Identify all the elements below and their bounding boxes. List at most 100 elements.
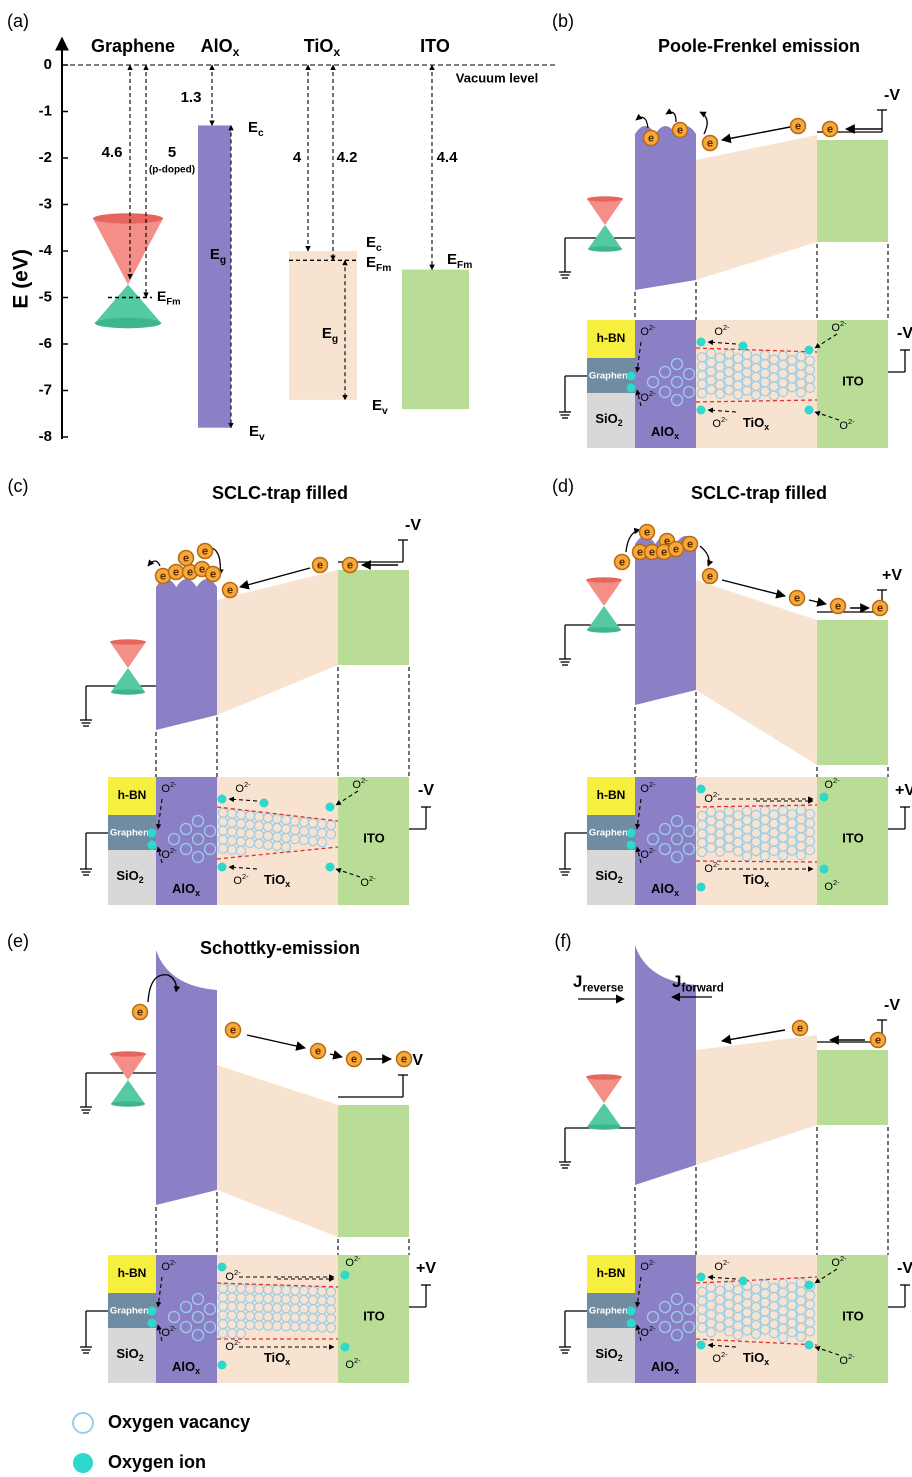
y-tick-label: 0: [44, 56, 52, 73]
material-name: TiOx: [304, 36, 341, 59]
oxygen-ion: [218, 795, 227, 804]
level-label: Ec: [248, 119, 264, 139]
layer-label: ITO: [842, 830, 863, 845]
electron-label: e: [795, 120, 801, 132]
y-tick-label: -3: [39, 195, 52, 212]
cone-bottom: [111, 1101, 145, 1106]
oxygen-ion: [697, 406, 706, 415]
y-tick-label: -8: [39, 428, 52, 445]
ito-band: [402, 270, 469, 410]
subscript: 2: [618, 1353, 623, 1363]
material-name: Graphene: [91, 36, 175, 56]
layer-label: h-BN: [118, 1266, 147, 1280]
electron-label: e: [183, 552, 189, 564]
electron-label: e: [199, 563, 205, 575]
electron-label: e: [210, 568, 216, 580]
panel-label: (d): [552, 476, 574, 496]
oxygen-ion: [697, 883, 706, 892]
subscript: v: [259, 431, 265, 442]
oxygen-ion: [326, 863, 335, 872]
electron-label: e: [707, 137, 713, 149]
oxygen-ion: [697, 1341, 706, 1350]
superscript: 2-: [833, 776, 840, 785]
ito-band: [817, 620, 888, 765]
superscript: 2-: [354, 1254, 361, 1263]
legend-label: Oxygen vacancy: [108, 1412, 250, 1432]
panel-label: (a): [7, 11, 29, 31]
emission-arrow: [666, 112, 676, 122]
note: (p-doped): [149, 165, 195, 176]
oxygen-ion: [148, 841, 157, 850]
superscript: 2-: [170, 846, 177, 855]
subscript: 2: [139, 1353, 144, 1363]
alox-band: [635, 945, 696, 1185]
panel-label: (b): [552, 11, 574, 31]
oxygen-ion: [218, 863, 227, 872]
oxygen-ion: [218, 1361, 227, 1370]
superscript: 2-: [369, 874, 376, 883]
electron-arrow: [247, 1035, 305, 1048]
value-label: 4.6: [102, 144, 123, 161]
panel-title: SCLC-trap filled: [691, 483, 827, 503]
text-main: E: [322, 325, 332, 342]
electron-label: e: [649, 546, 655, 558]
oxygen-ion: [627, 372, 636, 381]
oxygen-ion: [805, 1281, 814, 1290]
cone-upper: [110, 642, 146, 668]
subscript: x: [285, 879, 290, 889]
material-name: AlOx: [201, 36, 240, 59]
oxygen-ion: [148, 1307, 157, 1316]
ito-band: [338, 1105, 409, 1237]
cone-bottom: [588, 246, 622, 251]
electron-label: e: [677, 124, 683, 136]
subscript: c: [258, 127, 264, 138]
superscript: 2-: [234, 1268, 241, 1277]
text-main: J: [672, 972, 681, 991]
panel-label: (f): [555, 931, 572, 951]
subscript: v: [382, 405, 388, 416]
electron-label: e: [637, 546, 643, 558]
layer-label: ITO: [363, 1308, 384, 1323]
subscript: g: [220, 254, 226, 265]
tiox-band: [696, 1035, 817, 1165]
oxygen-ion: [820, 793, 829, 802]
level-label: Ec: [366, 234, 382, 254]
emission-arrow: [700, 112, 707, 134]
subscript: x: [764, 1357, 769, 1367]
superscript: 2-: [244, 780, 251, 789]
value-label: 4: [293, 149, 302, 166]
layer-label: h-BN: [118, 788, 147, 802]
subscript: Fm: [376, 262, 391, 273]
bias-label: -V: [897, 1260, 912, 1277]
superscript: 2-: [649, 389, 656, 398]
layer-label: h-BN: [597, 331, 626, 345]
panel-title: SCLC-trap filled: [212, 483, 348, 503]
page-body: { "energy_diagram": { "label": "(a)", "y…: [0, 0, 912, 1477]
oxygen-ion: [805, 1341, 814, 1350]
oxygen-ion: [148, 1319, 157, 1328]
text-main: E: [372, 397, 382, 414]
text-main: SiO: [116, 1346, 138, 1361]
superscript: 2-: [361, 776, 368, 785]
text-main: TiO: [264, 872, 285, 887]
text-main: E: [248, 119, 258, 136]
cone-upper: [93, 218, 163, 284]
electron-label: e: [794, 592, 800, 604]
text-main: TiO: [743, 1350, 764, 1365]
oxygen-ion: [148, 829, 157, 838]
oxygen-ion: [820, 865, 829, 874]
value-label: 4.2: [337, 149, 358, 166]
subscript: 2: [618, 875, 623, 885]
cone-lower: [587, 606, 621, 630]
level-label: Ev: [249, 423, 265, 443]
oxygen-ion: [697, 1273, 706, 1282]
text-main: AlO: [172, 1359, 195, 1374]
text-main: TiO: [304, 36, 334, 56]
electron-label: e: [673, 543, 679, 555]
oxygen-ion: [805, 346, 814, 355]
superscript: 2-: [840, 319, 847, 328]
cone-top: [110, 1051, 146, 1056]
ito-band: [817, 140, 888, 242]
text-main: AlO: [172, 881, 195, 896]
electron-label: e: [137, 1006, 143, 1018]
